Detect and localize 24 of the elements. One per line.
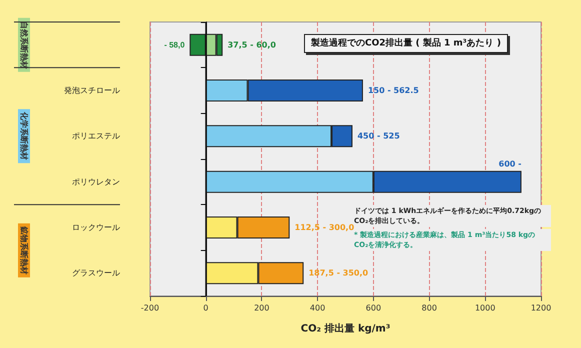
x-axis-title: CO₂ 排出量 kg/m³ bbox=[300, 322, 390, 334]
annotation: 112,5 - 300,0 bbox=[294, 223, 355, 232]
x-tick-label: 600 bbox=[366, 304, 382, 312]
x-tick-label: 800 bbox=[422, 304, 437, 312]
y-tick-label: 発泡スチロール bbox=[64, 86, 120, 95]
x-tick-label: 0 bbox=[203, 304, 208, 312]
annotation: 150 - 562.5 bbox=[368, 86, 420, 95]
annotation: 450 - 525 bbox=[357, 132, 400, 141]
x-tick-label: 200 bbox=[254, 304, 270, 312]
x-tick-label: 1000 bbox=[474, 304, 496, 312]
y-tick-label: ポリウレタン bbox=[72, 177, 120, 186]
annotation: 187,5 - 350,0 bbox=[308, 268, 369, 278]
x-tick-label: 400 bbox=[310, 304, 326, 312]
annotation: 37,5 - 60,0 bbox=[228, 40, 276, 50]
annotation: 600 - bbox=[498, 159, 522, 168]
x-tick-label: -200 bbox=[140, 304, 160, 312]
text: 鉱物系断熱材 bbox=[20, 225, 28, 274]
data-label: - 58,0 bbox=[164, 40, 186, 50]
y-tick-label: グラスウール bbox=[72, 268, 120, 278]
y-tick-label: ポリエステル bbox=[72, 132, 120, 141]
text: 化学系断熱材 bbox=[20, 111, 28, 160]
y-tick-label: ロックウール bbox=[72, 223, 120, 232]
x-tick-label: 1200 bbox=[530, 304, 552, 312]
text: 製造過程でのCO2排出量 ( 製品 1 m³あたり ) bbox=[310, 38, 501, 48]
